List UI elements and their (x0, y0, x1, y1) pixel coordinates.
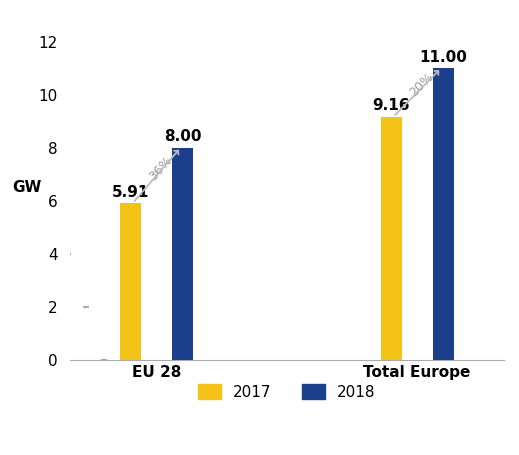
Text: 11.00: 11.00 (419, 50, 467, 65)
Bar (381, 117, 402, 360)
Y-axis label: GW: GW (12, 180, 41, 195)
Bar (433, 68, 454, 360)
Text: 20%: 20% (407, 71, 436, 100)
Bar (172, 147, 193, 360)
Text: 5.91: 5.91 (112, 185, 149, 200)
Text: 9.16: 9.16 (373, 98, 410, 113)
Legend: 2017, 2018: 2017, 2018 (190, 376, 384, 407)
Text: 8.00: 8.00 (164, 129, 201, 144)
Text: 36%: 36% (146, 154, 175, 183)
Bar (120, 203, 141, 360)
